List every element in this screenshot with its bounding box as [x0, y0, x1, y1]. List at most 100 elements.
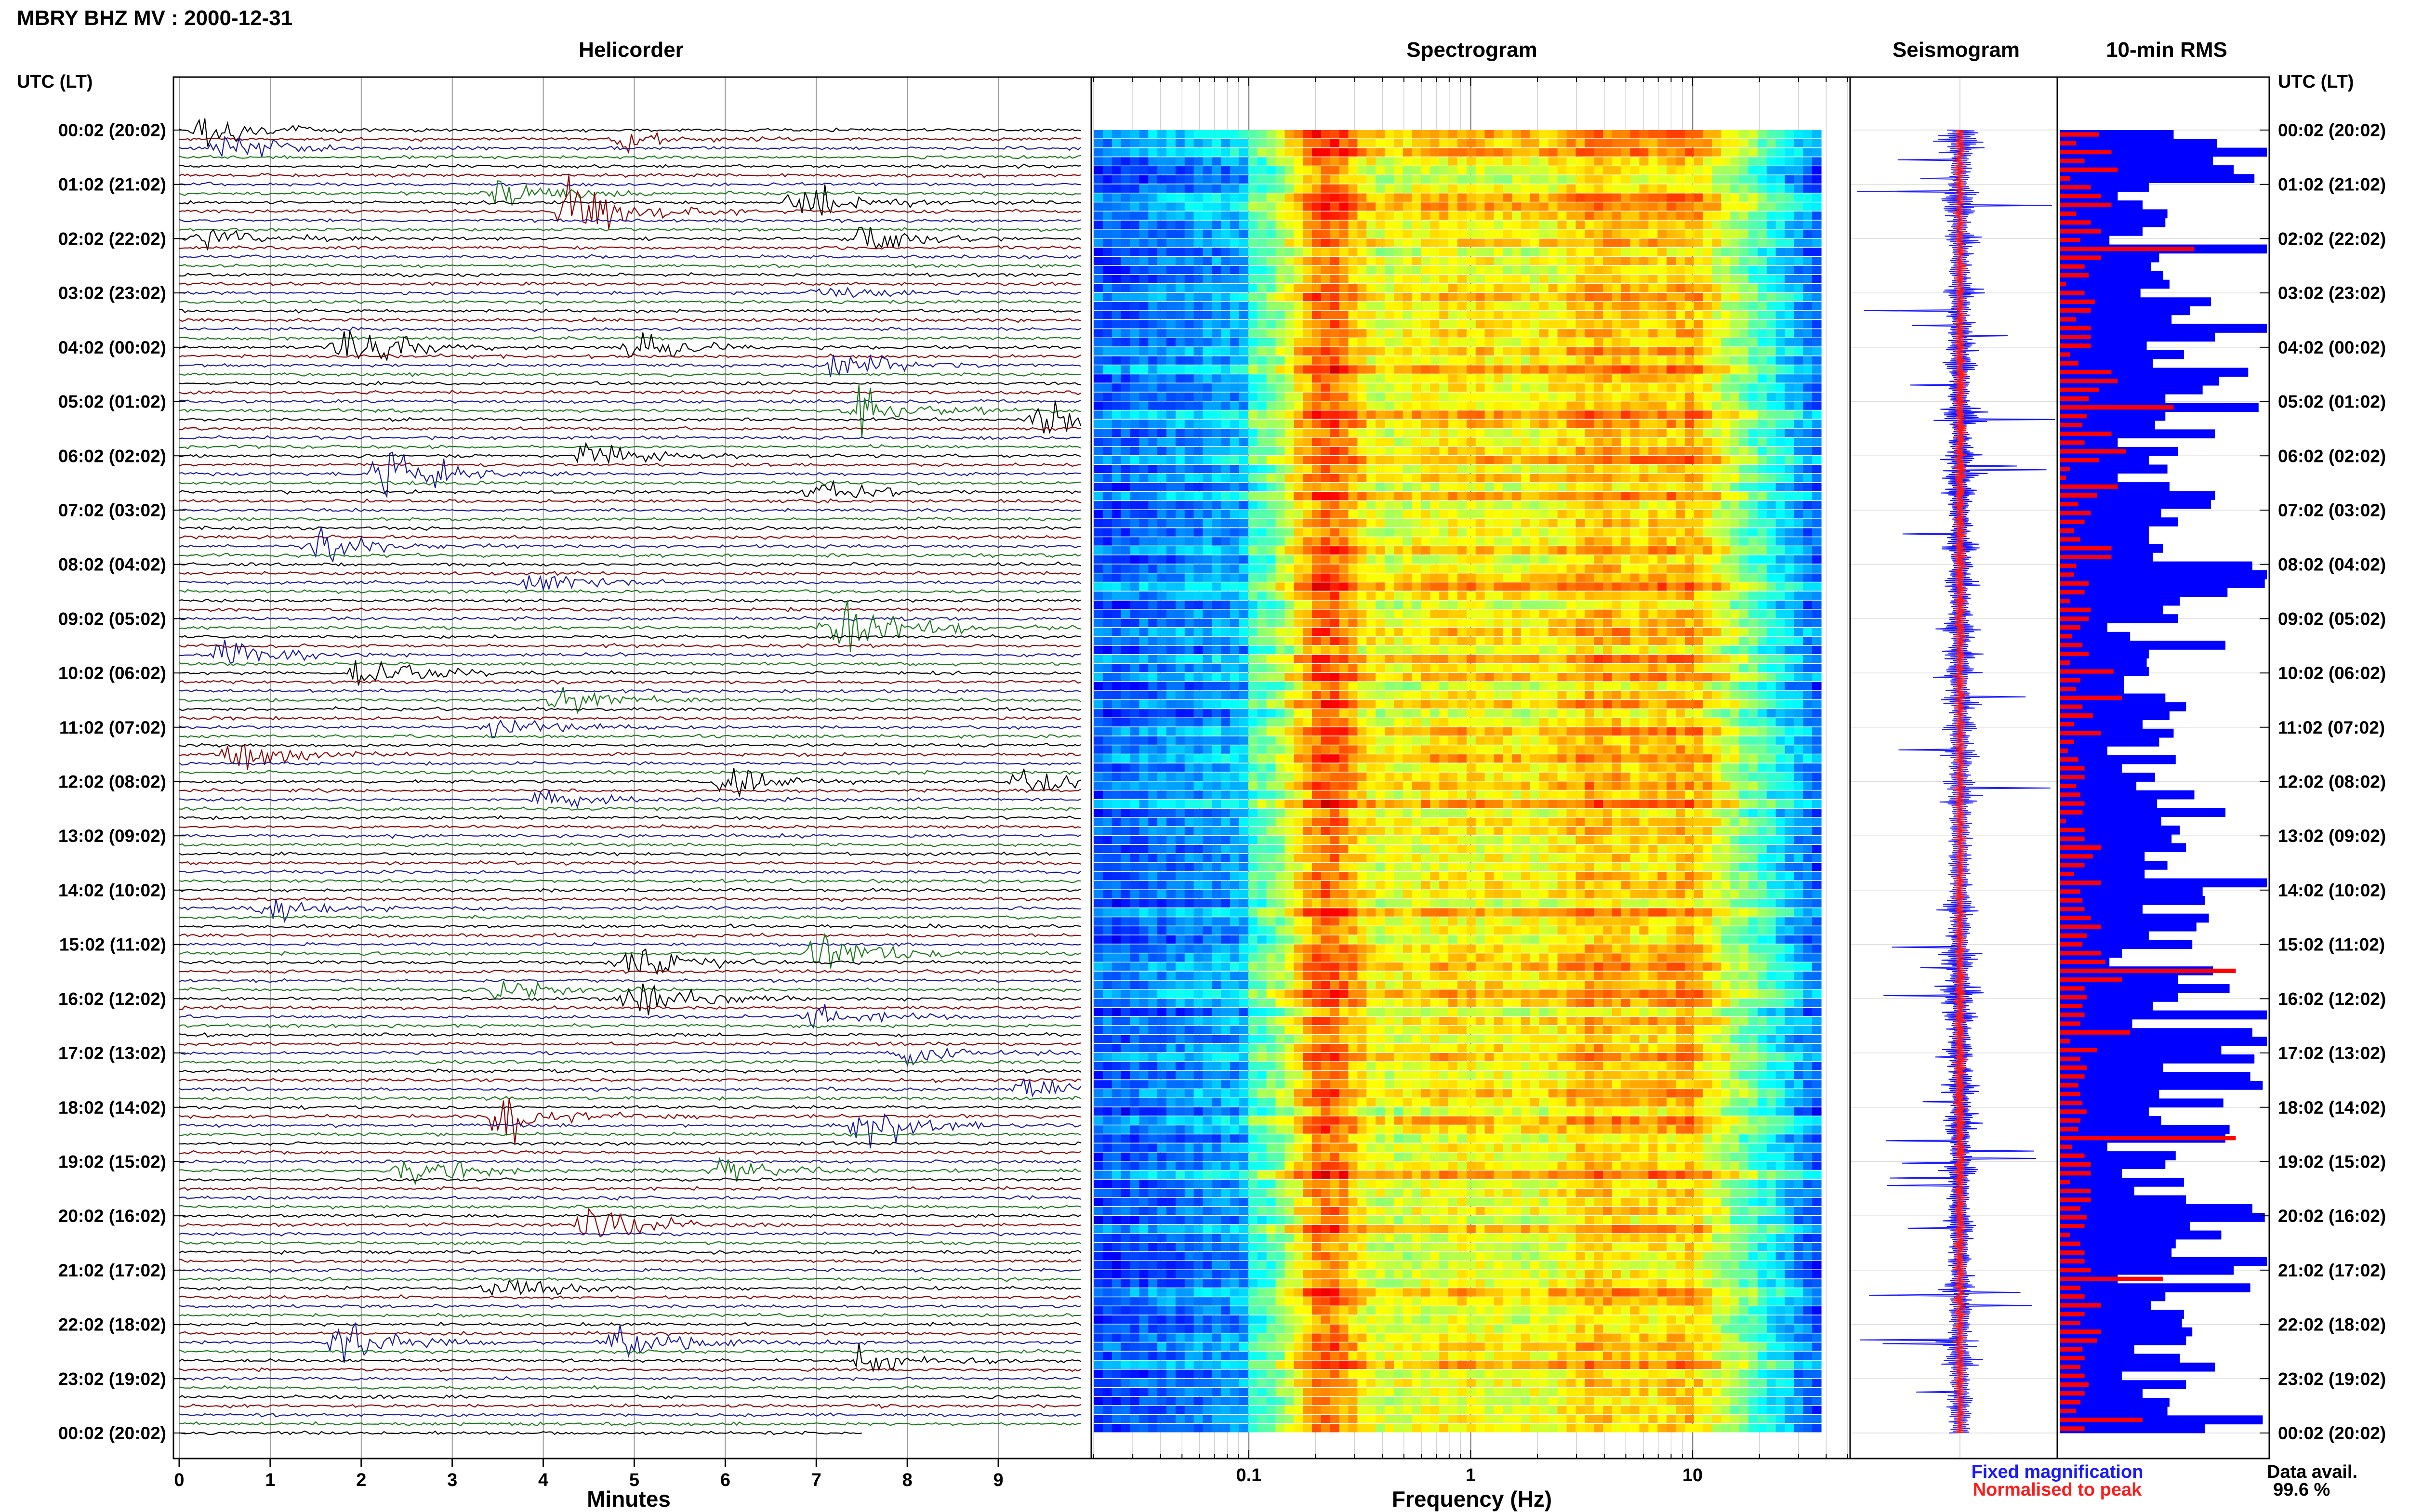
spectrogram-cell	[1303, 211, 1312, 220]
spectrogram-cell	[1594, 193, 1603, 202]
spectrogram-cell	[1366, 166, 1376, 175]
spectrogram-cell	[1257, 473, 1267, 483]
spectrogram-cell	[1193, 519, 1204, 527]
spectrogram-cell	[1112, 139, 1122, 148]
spectrogram-cell	[1294, 465, 1303, 473]
spectrogram-cell	[1330, 347, 1340, 356]
spectrogram-cell	[1530, 528, 1540, 537]
spectrogram-cell	[1330, 645, 1340, 654]
spectrogram-cell	[1667, 465, 1676, 473]
spectrogram-cell	[1475, 582, 1485, 591]
spectrogram-cell	[1385, 600, 1394, 609]
spectrogram-cell	[1785, 636, 1794, 645]
spectrogram-cell	[1175, 592, 1185, 600]
spectrogram-cell	[1412, 437, 1422, 446]
helicorder-trace	[179, 598, 1081, 603]
spectrogram-title: Spectrogram	[1406, 38, 1537, 62]
spectrogram-cell	[1130, 220, 1139, 229]
spectrogram-cell	[1403, 220, 1413, 229]
spectrogram-cell	[1748, 338, 1758, 347]
spectrogram-cell	[1303, 320, 1312, 329]
spectrogram-cell	[1212, 465, 1221, 473]
spectrogram-cell	[1393, 338, 1403, 347]
spectrogram-cell	[1321, 392, 1331, 401]
spectrogram-cell	[1621, 139, 1631, 148]
spectrogram-cell	[1721, 528, 1731, 537]
spectrogram-cell	[1430, 510, 1440, 519]
spectrogram-cell	[1712, 374, 1721, 383]
spectrogram-cell	[1703, 157, 1713, 166]
spectrogram-cell	[1667, 265, 1676, 275]
spectrogram-cell	[1385, 428, 1394, 437]
spectrogram-cell	[1412, 456, 1422, 464]
spectrogram-cell	[1548, 510, 1558, 519]
spectrogram-cell	[1312, 546, 1322, 555]
spectrogram-cell	[1193, 546, 1204, 555]
spectrogram-cell	[1739, 193, 1749, 202]
spectrogram-cell	[1212, 184, 1221, 193]
spectrogram-cell	[1130, 184, 1139, 193]
spectrogram-cell	[1439, 401, 1449, 410]
spectrogram-cell	[1203, 193, 1212, 202]
spectrogram-cell	[1730, 447, 1740, 455]
spectrogram-cell	[1121, 257, 1131, 265]
spectrogram-cell	[1557, 329, 1567, 338]
spectrogram-cell	[1648, 347, 1658, 356]
spectrogram-cell	[1803, 447, 1813, 455]
spectrogram-cell	[1739, 383, 1749, 392]
spectrogram-cell	[1393, 202, 1403, 211]
helicorder-trace	[179, 767, 1081, 798]
spectrogram-cell	[1503, 320, 1512, 329]
spectrogram-cell	[1284, 564, 1294, 573]
spectrogram-cell	[1139, 184, 1149, 193]
spectrogram-cell	[1385, 636, 1394, 645]
spectrogram-cell	[1712, 157, 1721, 166]
spectrogram-cell	[1330, 420, 1340, 428]
helicorder-trace	[179, 444, 1081, 450]
spectrogram-cell	[1630, 148, 1640, 157]
helicorder-trace	[179, 245, 1081, 250]
spectrogram-cell	[1766, 347, 1776, 356]
spectrogram-cell	[1667, 537, 1676, 546]
spectrogram-cell	[1239, 220, 1249, 229]
spectrogram-cell	[1193, 510, 1204, 519]
spectrogram-cell	[1566, 510, 1576, 519]
spectrogram-cell	[1230, 618, 1240, 627]
spectrogram-cell	[1794, 338, 1803, 347]
spectrogram-cell	[1457, 175, 1467, 184]
spectrogram-cell	[1639, 636, 1649, 645]
spectrogram-cell	[1275, 157, 1285, 166]
spectrogram-cell	[1330, 157, 1340, 166]
spectrogram-cell	[1785, 528, 1794, 537]
spectrogram-cell	[1330, 510, 1340, 519]
spectrogram-cell	[1748, 592, 1758, 600]
spectrogram-cell	[1557, 311, 1567, 319]
spectrogram-cell	[1430, 293, 1440, 302]
spectrogram-cell	[1157, 428, 1167, 437]
spectrogram-cell	[1266, 609, 1276, 618]
spectrogram-cell	[1803, 284, 1813, 292]
spectrogram-cell	[1484, 130, 1495, 139]
spectrogram-cell	[1621, 465, 1631, 473]
spectrogram-cell	[1230, 220, 1240, 229]
spectrogram-cell	[1494, 428, 1503, 437]
spectrogram-cell	[1148, 148, 1158, 157]
spectrogram-cell	[1294, 248, 1303, 256]
spectrogram-cell	[1139, 655, 1149, 663]
spectrogram-cell	[1566, 166, 1576, 175]
spectrogram-cell	[1530, 284, 1540, 292]
spectrogram-cell	[1357, 130, 1367, 139]
spectrogram-cell	[1403, 501, 1413, 510]
spectrogram-cell	[1594, 447, 1603, 455]
spectrogram-cell	[1512, 184, 1522, 193]
spectrogram-cell	[1421, 184, 1430, 193]
spectrogram-cell	[1385, 401, 1394, 410]
spectrogram-cell	[1566, 238, 1576, 247]
spectrogram-cell	[1439, 447, 1449, 455]
spectrogram-cell	[1148, 546, 1158, 555]
spectrogram-cell	[1684, 365, 1694, 374]
spectrogram-cell	[1294, 618, 1303, 627]
spectrogram-cell	[1494, 238, 1503, 247]
spectrogram-cell	[1403, 365, 1413, 374]
